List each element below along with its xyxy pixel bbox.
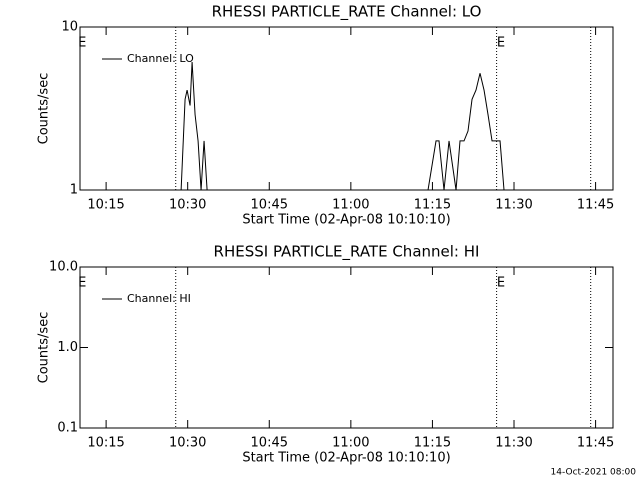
y-tick-label: 0.1	[57, 421, 78, 436]
legend-label: Channel: HI	[127, 292, 191, 305]
chart-title: RHESSI PARTICLE_RATE Channel: HI	[214, 243, 480, 262]
x-axis-label: Start Time (02-Apr-08 10:10:10)	[242, 451, 450, 466]
data-line	[80, 61, 509, 191]
x-tick-label: 10:45	[251, 436, 288, 451]
x-tick-label: 11:00	[332, 436, 369, 451]
x-tick-label: 11:00	[332, 198, 369, 213]
y-tick-label: 1.0	[57, 340, 78, 355]
event-label: E	[497, 36, 505, 51]
x-tick-label: 11:15	[414, 198, 451, 213]
y-tick-label: 1	[70, 183, 78, 198]
event-label: E	[78, 276, 86, 291]
x-tick-label: 11:30	[495, 436, 532, 451]
x-tick-label: 11:45	[577, 198, 614, 213]
x-tick-label: 10:30	[169, 198, 206, 213]
y-tick-label: 10	[61, 20, 78, 35]
x-axis-label: Start Time (02-Apr-08 10:10:10)	[242, 213, 450, 228]
y-axis-label: Counts/sec	[37, 312, 52, 384]
x-tick-label: 10:15	[87, 436, 124, 451]
x-tick-label: 11:30	[495, 198, 532, 213]
event-label: E	[78, 36, 86, 51]
footer: 14-Oct-2021 08:00	[551, 468, 637, 478]
x-tick-label: 11:15	[414, 436, 451, 451]
x-tick-label: 10:45	[251, 198, 288, 213]
legend-label: Channel: LO	[127, 52, 194, 65]
x-tick-label: 10:30	[169, 436, 206, 451]
x-tick-label: 10:15	[87, 198, 124, 213]
y-tick-label: 10.0	[49, 260, 78, 275]
event-label: E	[497, 276, 505, 291]
y-axis-label: Counts/sec	[37, 73, 52, 145]
chart-title: RHESSI PARTICLE_RATE Channel: LO	[212, 3, 482, 22]
x-tick-label: 11:45	[577, 436, 614, 451]
